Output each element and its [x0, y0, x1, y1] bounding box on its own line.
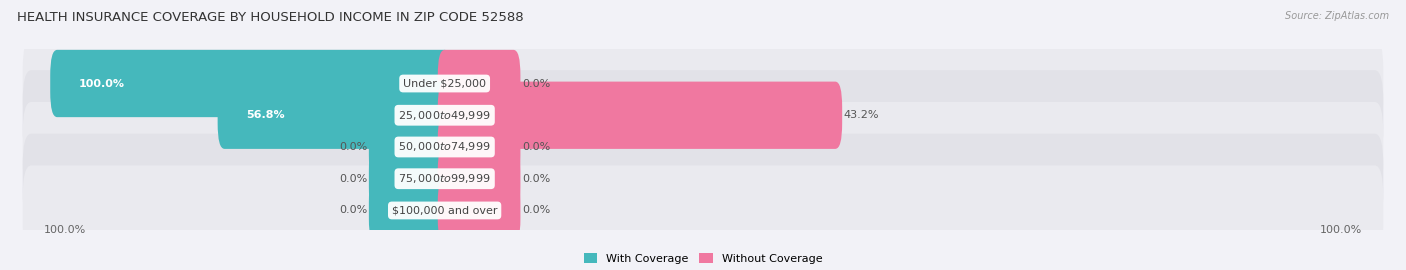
- Text: Source: ZipAtlas.com: Source: ZipAtlas.com: [1285, 11, 1389, 21]
- Text: 0.0%: 0.0%: [339, 142, 367, 152]
- Text: HEALTH INSURANCE COVERAGE BY HOUSEHOLD INCOME IN ZIP CODE 52588: HEALTH INSURANCE COVERAGE BY HOUSEHOLD I…: [17, 11, 523, 24]
- Text: 0.0%: 0.0%: [522, 79, 550, 89]
- Text: 56.8%: 56.8%: [246, 110, 284, 120]
- FancyBboxPatch shape: [437, 113, 520, 181]
- FancyBboxPatch shape: [437, 50, 520, 117]
- FancyBboxPatch shape: [368, 113, 451, 181]
- FancyBboxPatch shape: [218, 82, 451, 149]
- Text: $75,000 to $99,999: $75,000 to $99,999: [398, 172, 491, 185]
- Text: 0.0%: 0.0%: [339, 205, 367, 215]
- FancyBboxPatch shape: [22, 70, 1384, 160]
- Text: 0.0%: 0.0%: [522, 205, 550, 215]
- FancyBboxPatch shape: [22, 38, 1384, 129]
- FancyBboxPatch shape: [368, 177, 451, 244]
- Text: $50,000 to $74,999: $50,000 to $74,999: [398, 140, 491, 153]
- Text: 100.0%: 100.0%: [79, 79, 125, 89]
- Legend: With Coverage, Without Coverage: With Coverage, Without Coverage: [583, 253, 823, 264]
- Text: 0.0%: 0.0%: [522, 142, 550, 152]
- FancyBboxPatch shape: [368, 145, 451, 212]
- FancyBboxPatch shape: [437, 177, 520, 244]
- Text: 100.0%: 100.0%: [1320, 225, 1362, 235]
- FancyBboxPatch shape: [437, 145, 520, 212]
- FancyBboxPatch shape: [437, 82, 842, 149]
- Text: Under $25,000: Under $25,000: [404, 79, 486, 89]
- FancyBboxPatch shape: [22, 166, 1384, 255]
- Text: $25,000 to $49,999: $25,000 to $49,999: [398, 109, 491, 122]
- Text: 0.0%: 0.0%: [339, 174, 367, 184]
- Text: 43.2%: 43.2%: [844, 110, 879, 120]
- FancyBboxPatch shape: [51, 50, 451, 117]
- Text: $100,000 and over: $100,000 and over: [392, 205, 498, 215]
- Text: 0.0%: 0.0%: [522, 174, 550, 184]
- FancyBboxPatch shape: [22, 102, 1384, 192]
- FancyBboxPatch shape: [22, 134, 1384, 224]
- Text: 100.0%: 100.0%: [44, 225, 86, 235]
